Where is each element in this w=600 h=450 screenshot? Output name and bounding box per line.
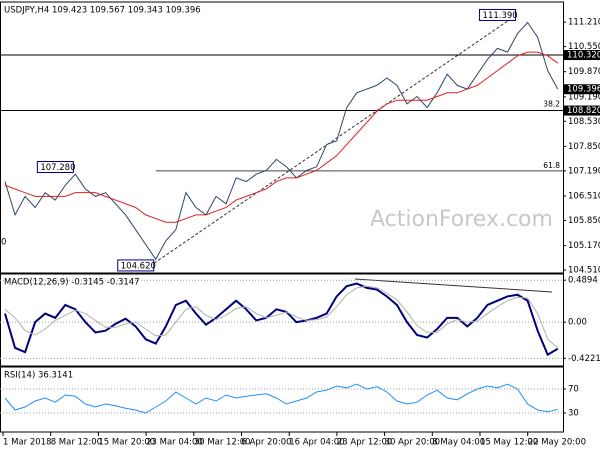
y-tick-label: 111.210 <box>568 18 600 28</box>
annotation-box <box>117 259 155 272</box>
watermark: ActionForex.com <box>370 207 553 232</box>
y-tick-label: 104.510 <box>568 266 600 276</box>
level-label: 110.320 <box>567 51 600 61</box>
panel-title: USDJPY,H4 109.423 109.567 109.343 109.39… <box>4 6 201 16</box>
level-label: 108.820 <box>567 106 600 116</box>
line-series <box>4 21 559 261</box>
y-tick-label: 30 <box>568 409 579 419</box>
x-tick-label: 30 Apr 20:00 <box>385 438 440 448</box>
y-tick-label: 106.510 <box>568 192 600 202</box>
level-tag <box>564 50 600 61</box>
annotation-label: 104.620 <box>121 261 156 271</box>
x-tick-label: 30 Mar 12:00 <box>194 438 251 448</box>
x-tick-label: 15 May 12:00 <box>480 438 538 448</box>
y-tick-label: 107.190 <box>568 166 600 176</box>
y-tick-label: 0.4894 <box>568 276 598 286</box>
y-tick-label: 70 <box>568 385 579 395</box>
y-tick-label: 109.870 <box>568 67 600 77</box>
x-tick-label: 22 May 20:00 <box>528 438 586 448</box>
x-tick-label: 1 Mar 2018 <box>3 438 51 448</box>
annotation-label: 111.390 <box>483 11 518 21</box>
x-tick-label: 8 May 04:00 <box>432 438 485 448</box>
y-tick-label: 108.530 <box>568 117 600 127</box>
annotation-box <box>479 8 517 21</box>
x-tick-label: 8 Mar 12:00 <box>51 438 102 448</box>
y-tick-label: 105.170 <box>568 241 600 251</box>
fib-label: 61.8 <box>543 161 560 170</box>
y-tick-label: 0.00 <box>568 318 587 328</box>
line-series <box>4 383 558 414</box>
y-tick-label: 109.190 <box>568 92 600 102</box>
price-tag <box>564 84 600 95</box>
x-tick-label: 16 Apr 04:00 <box>289 438 344 448</box>
fib-label: 38.2 <box>543 99 560 108</box>
panel-title: RSI(14) 36.3141 <box>4 371 73 381</box>
x-tick-label: 23 Apr 12:00 <box>337 438 392 448</box>
line-series <box>4 282 559 357</box>
y-tick-label: 107.850 <box>568 142 600 152</box>
panel-frame <box>0 366 564 433</box>
y-tick-label: 110.550 <box>568 42 600 52</box>
y-tick-label: -0.4221 <box>568 354 600 364</box>
trend-line <box>149 15 516 267</box>
line-series <box>4 51 559 223</box>
divergence-line <box>354 278 553 293</box>
panel-title: MACD(12,26,9) -0.3145 -0.3147 <box>4 278 140 288</box>
level-tag <box>564 105 600 116</box>
x-tick-label: 15 Mar 20:00 <box>98 438 155 448</box>
y-tick-label: 105.850 <box>568 216 600 226</box>
annotation-box <box>36 161 74 174</box>
x-tick-label: 23 Mar 04:00 <box>146 438 203 448</box>
panel-frame <box>0 273 564 367</box>
price-label: 109.396 <box>567 85 600 95</box>
x-tick-label: 6 Apr 20:00 <box>242 438 292 448</box>
annotation-label: 107.280 <box>40 163 75 173</box>
line-series <box>4 285 559 349</box>
left-label: 0 <box>1 238 6 248</box>
panel-frame <box>0 1 564 274</box>
